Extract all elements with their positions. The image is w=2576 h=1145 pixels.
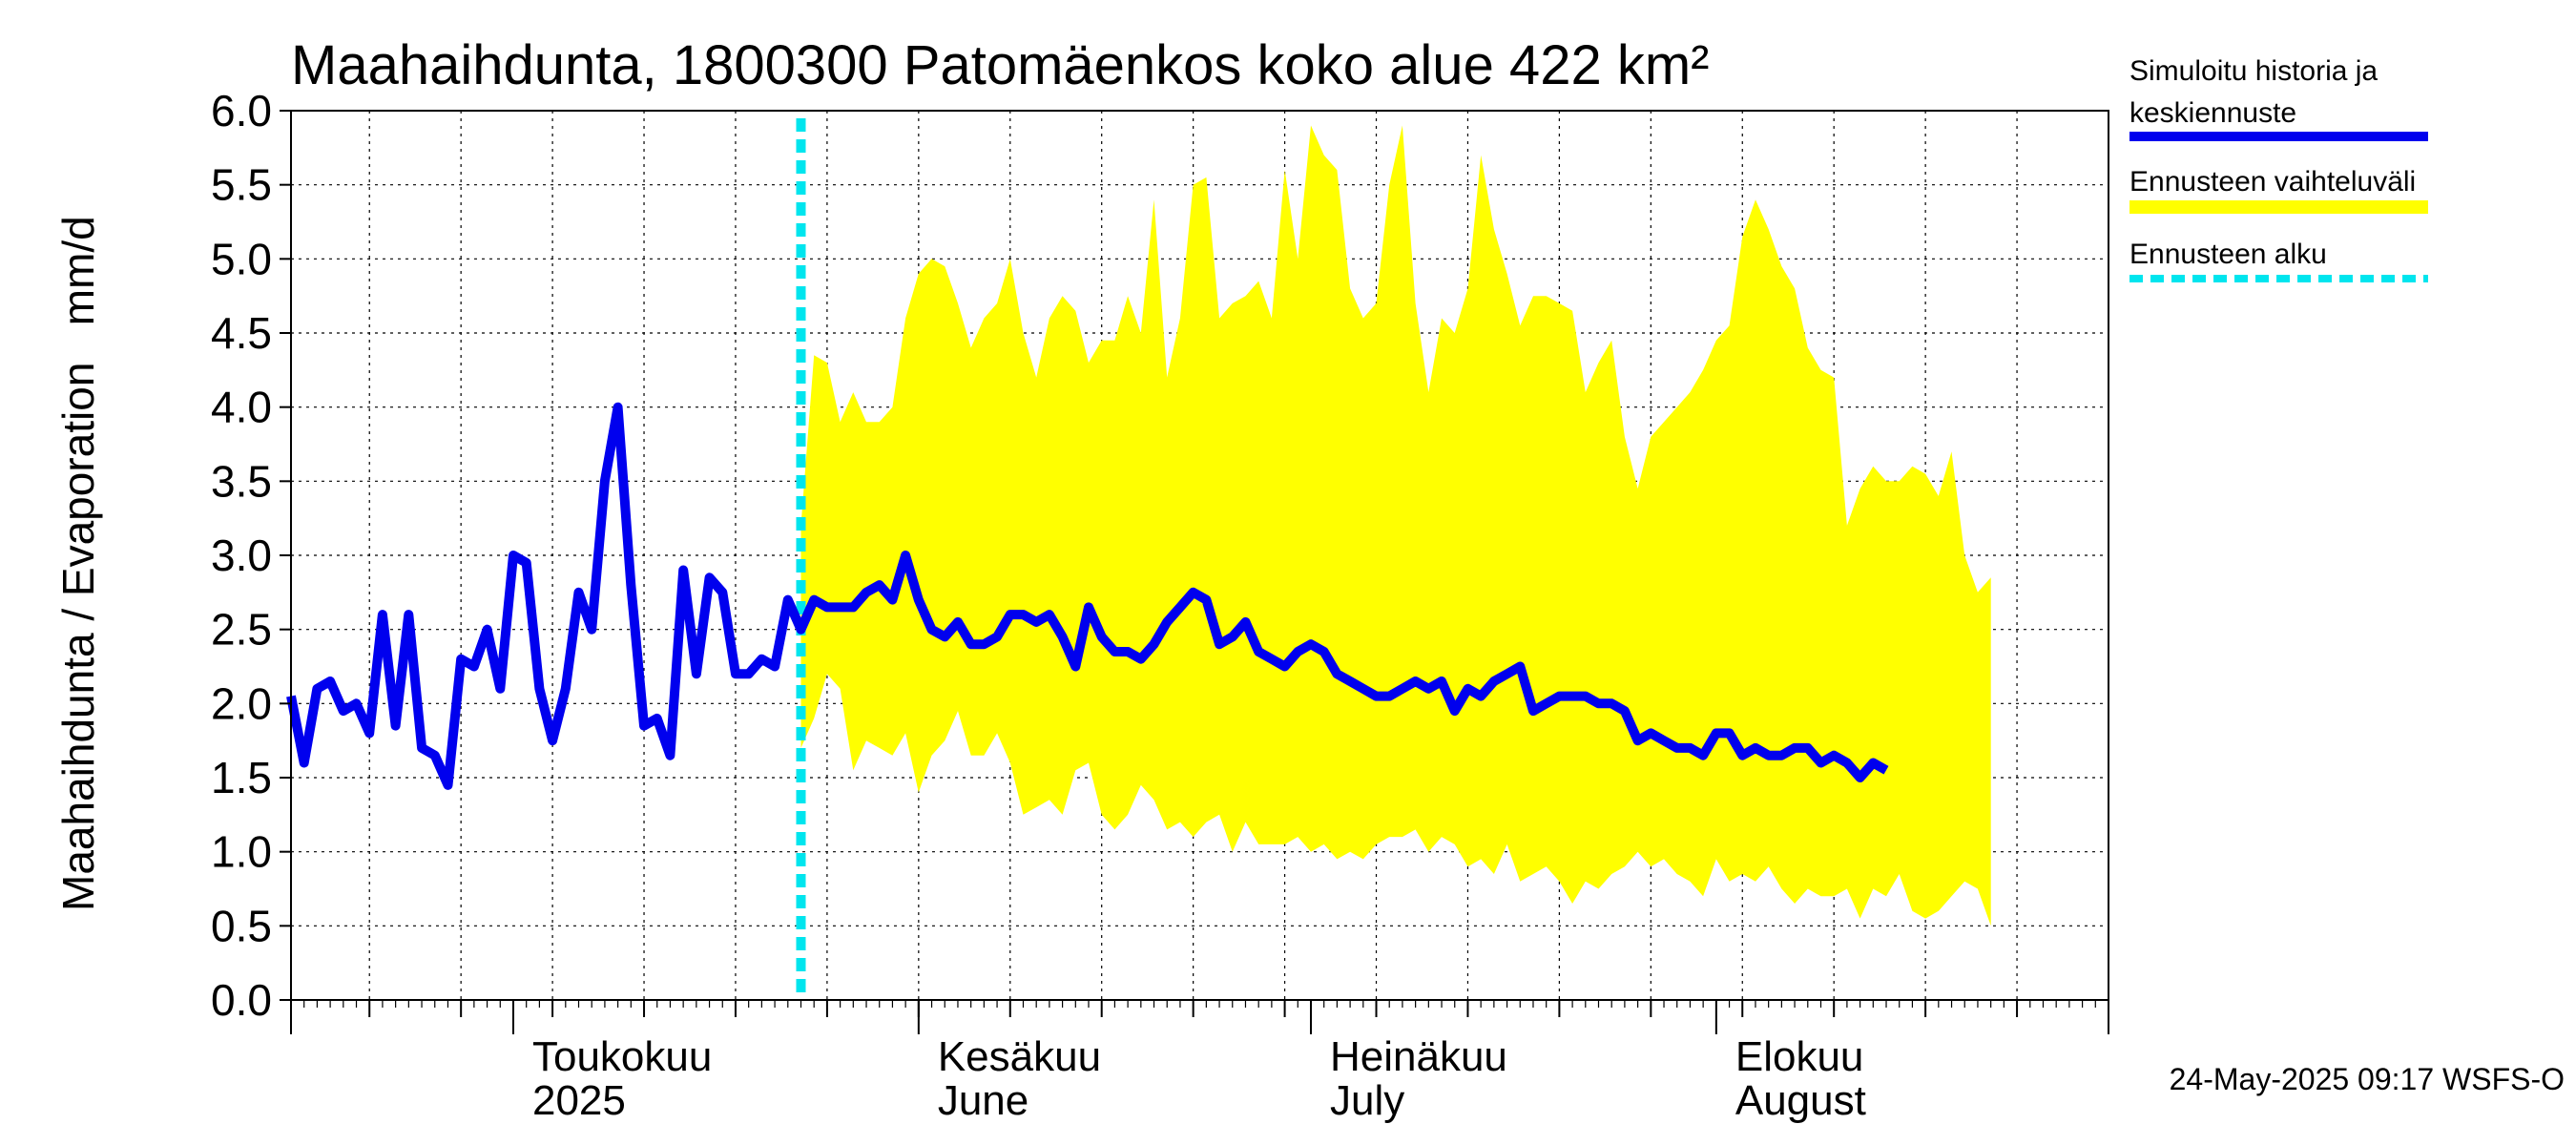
x-month-sublabel: June xyxy=(938,1077,1028,1124)
x-month-label: Elokuu xyxy=(1735,1033,1864,1080)
y-tick-label: 6.0 xyxy=(211,86,272,135)
legend-start-label: Ennusteen alku xyxy=(2129,239,2327,270)
x-month-sublabel: 2025 xyxy=(532,1077,626,1124)
legend-history-label-1: Simuloitu historia ja xyxy=(2129,55,2378,87)
legend-range-label: Ennusteen vaihteluväli xyxy=(2129,166,2416,198)
y-tick-label: 2.5 xyxy=(211,605,272,655)
y-tick-label: 0.0 xyxy=(211,975,272,1025)
legend-history-label-2: keskiennuste xyxy=(2129,97,2296,129)
forecast-range-area xyxy=(800,125,1991,926)
y-axis-label: Maahaihdunta / Evaporation mm/d xyxy=(53,216,103,911)
y-tick-label: 0.5 xyxy=(211,901,272,950)
y-axis: 0.0 0.5 1.0 1.5 2.0 2.5 3.0 3.5 4.0 4.5 5.0 5.5 6.0 xyxy=(211,86,291,1025)
y-tick-label: 3.0 xyxy=(211,531,272,580)
x-month-label: Heinäkuu xyxy=(1330,1033,1507,1080)
x-month-label: Kesäkuu xyxy=(938,1033,1101,1080)
y-tick-label: 4.5 xyxy=(211,308,272,358)
x-month-label: Toukokuu xyxy=(532,1033,712,1080)
y-tick-label: 3.5 xyxy=(211,456,272,506)
y-tick-label: 4.0 xyxy=(211,383,272,432)
y-tick-label: 5.5 xyxy=(211,160,272,210)
chart-title: Maahaihdunta, 1800300 Patomäenkos koko a… xyxy=(291,34,1709,96)
x-month-sublabel: August xyxy=(1735,1077,1866,1124)
y-tick-label: 1.0 xyxy=(211,827,272,877)
y-tick-label: 5.0 xyxy=(211,234,272,283)
y-tick-label: 2.0 xyxy=(211,678,272,728)
timestamp: 24-May-2025 09:17 WSFS-O xyxy=(2170,1062,2565,1096)
history-median-line xyxy=(286,402,1889,790)
legend: Simuloitu historia ja keskiennuste Ennuste… xyxy=(2129,55,2428,282)
y-tick-label: 1.5 xyxy=(211,753,272,802)
x-month-sublabel: July xyxy=(1330,1077,1404,1124)
